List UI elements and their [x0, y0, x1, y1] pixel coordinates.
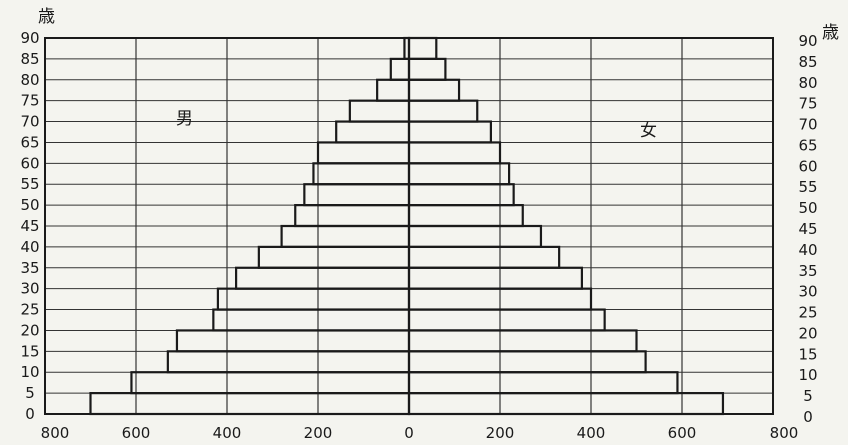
- y-tick-label-right: 80: [798, 74, 817, 92]
- bar-male: [130, 371, 411, 395]
- bar-female: [407, 224, 543, 248]
- bar-female: [407, 266, 583, 290]
- y-tick-label-right: 40: [798, 241, 817, 259]
- y-tick-label-right: 30: [798, 283, 817, 301]
- x-tick-label: 600: [122, 424, 151, 442]
- bar-female: [407, 245, 561, 269]
- y-tick-label-right: 45: [798, 220, 817, 238]
- y-tick-label-left: 70: [20, 113, 39, 131]
- y-tick-label-right: 0: [803, 408, 813, 426]
- bar-female: [407, 350, 647, 374]
- y-tick-label-right: 20: [798, 324, 817, 342]
- y-tick-label-left: 55: [20, 175, 39, 193]
- y-tick-label-right: 15: [798, 345, 817, 363]
- bar-male: [175, 329, 411, 353]
- female-label: 女: [640, 121, 657, 141]
- plot-frame: [44, 37, 774, 415]
- x-tick-label: 800: [41, 424, 70, 442]
- y-tick-label-right: 70: [798, 116, 817, 134]
- y-tick-label-right: 65: [798, 136, 817, 154]
- y-tick-label-left: 25: [20, 301, 39, 319]
- bar-female: [407, 162, 511, 186]
- bar-male: [294, 204, 411, 228]
- y-tick-label-right: 10: [798, 366, 817, 384]
- y-tick-label-right: 75: [798, 95, 817, 113]
- x-tick-label: 200: [304, 424, 333, 442]
- y-tick-label-left: 30: [20, 280, 39, 298]
- x-tick-label: 400: [213, 424, 242, 442]
- bar-female: [407, 120, 493, 144]
- y-tick-label-left: 90: [20, 29, 39, 47]
- unit-label-right: 歳: [822, 23, 839, 43]
- bar-female: [407, 308, 606, 332]
- y-tick-label-right: 35: [798, 262, 817, 280]
- x-tick-label: 800: [770, 424, 799, 442]
- bar-male: [89, 392, 411, 416]
- y-tick-label-left: 15: [20, 342, 39, 360]
- y-tick-label-left: 45: [20, 217, 39, 235]
- bar-female: [407, 329, 638, 353]
- y-tick-label-right: 55: [798, 178, 817, 196]
- y-tick-label-right: 90: [798, 32, 817, 50]
- bar-male: [257, 245, 411, 269]
- bar-female: [407, 141, 502, 165]
- x-tick-label: 200: [486, 424, 515, 442]
- y-tick-label-left: 40: [20, 238, 39, 256]
- y-tick-label-left: 10: [20, 363, 39, 381]
- bar-male: [335, 120, 411, 144]
- y-tick-label-right: 5: [803, 387, 813, 405]
- y-tick-label-left: 50: [20, 196, 39, 214]
- bar-male: [348, 99, 411, 123]
- labels-layer: 歳 歳 男 女: [38, 7, 839, 141]
- y-tick-label-left: 75: [20, 92, 39, 110]
- y-tick-label-right: 60: [798, 157, 817, 175]
- y-tick-label-left: 80: [20, 71, 39, 89]
- bar-female: [407, 183, 515, 207]
- y-tick-label-left: 35: [20, 259, 39, 277]
- y-tick-label-right: 85: [798, 53, 817, 71]
- y-tick-label-left: 65: [20, 133, 39, 151]
- y-tick-label-left: 60: [20, 154, 39, 172]
- y-tick-label-right: 25: [798, 304, 817, 322]
- bar-male: [280, 224, 411, 248]
- bar-male: [389, 57, 411, 81]
- bar-male: [235, 266, 411, 290]
- bar-male: [166, 350, 411, 374]
- y-tick-label-left: 85: [20, 50, 39, 68]
- x-tick-label: 600: [668, 424, 697, 442]
- bar-female: [407, 204, 524, 228]
- bar-female: [407, 57, 447, 81]
- bar-male: [212, 308, 411, 332]
- y-tick-label-left: 20: [20, 321, 39, 339]
- unit-label-left: 歳: [38, 7, 55, 27]
- x-tick-label: 400: [577, 424, 606, 442]
- male-label: 男: [176, 109, 193, 129]
- bar-female: [407, 78, 461, 102]
- bar-female: [407, 36, 438, 60]
- y-tick-label-left: 5: [25, 384, 35, 402]
- bar-female: [407, 99, 479, 123]
- y-tick-label-left: 0: [25, 405, 35, 423]
- bar-male: [312, 162, 411, 186]
- bar-female: [407, 392, 725, 416]
- x-tick-label: 0: [404, 424, 414, 442]
- bar-female: [407, 371, 679, 395]
- bar-male: [376, 78, 411, 102]
- bar-male: [216, 287, 411, 311]
- y-tick-label-right: 50: [798, 199, 817, 217]
- bar-male: [316, 141, 411, 165]
- bar-male: [303, 183, 411, 207]
